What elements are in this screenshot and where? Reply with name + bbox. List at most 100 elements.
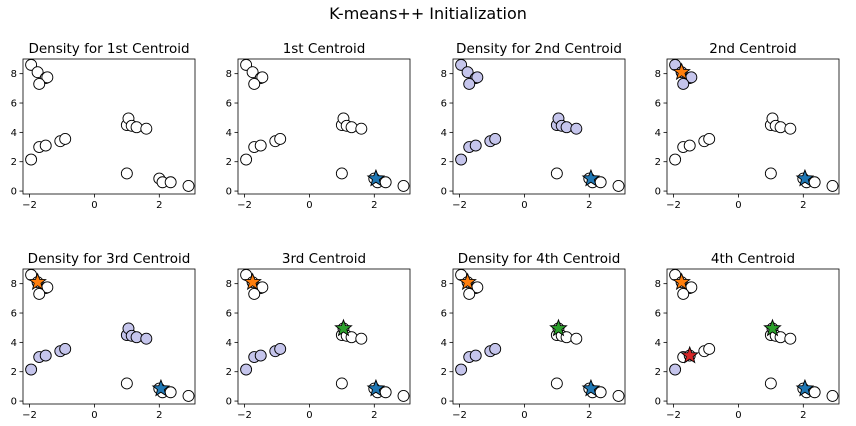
y-tick-label: 8 xyxy=(11,69,17,80)
data-point xyxy=(33,287,46,300)
data-point-highlighted xyxy=(455,363,468,376)
x-tick-label: 0 xyxy=(735,200,741,211)
subplot-6: 3rd Centroid −2 0 2 0 2 4 6 8 xyxy=(226,251,411,421)
y-tick-label: 4 xyxy=(655,338,661,349)
y-tick-label: 8 xyxy=(441,69,447,80)
data-point xyxy=(703,133,716,145)
subplot-title: Density for 2nd Centroid xyxy=(456,41,622,57)
data-point xyxy=(808,176,821,189)
y-tick-label: 6 xyxy=(226,99,232,110)
centroid-star-2 xyxy=(458,272,477,291)
data-point xyxy=(182,389,195,402)
data-point xyxy=(164,176,177,189)
axes-frame xyxy=(666,58,840,195)
y-tick-label: 8 xyxy=(226,279,232,290)
y-tick-label: 2 xyxy=(441,367,447,378)
x-tick-label: 2 xyxy=(800,410,806,421)
y-tick-label: 8 xyxy=(226,69,232,80)
data-point xyxy=(808,386,821,399)
y-tick-label: 2 xyxy=(226,367,232,378)
data-point-highlighted xyxy=(461,66,474,79)
centroid-star-3 xyxy=(549,318,568,337)
centroid-star-2 xyxy=(243,272,262,291)
data-point xyxy=(397,179,410,192)
y-tick-label: 4 xyxy=(441,338,447,349)
data-point xyxy=(826,179,839,192)
data-point xyxy=(248,77,261,90)
subplot-2: 1st Centroid −2 0 2 0 2 4 6 8 xyxy=(226,41,411,211)
data-point xyxy=(182,179,195,192)
figure-title: K-means++ Initialization xyxy=(329,4,527,23)
y-tick-label: 4 xyxy=(226,338,232,349)
data-point-highlighted xyxy=(489,133,502,145)
x-tick-label: 0 xyxy=(306,200,312,211)
data-point xyxy=(669,153,682,166)
data-point-highlighted xyxy=(455,153,468,166)
centroid-star-1 xyxy=(581,168,601,187)
data-point xyxy=(784,332,797,345)
data-point xyxy=(594,386,607,399)
y-tick-label: 8 xyxy=(11,279,17,290)
data-point xyxy=(463,287,476,300)
x-tick-label: −2 xyxy=(452,200,467,211)
subplot-5: Density for 3rd Centroid −2 0 2 0 2 4 6 8 xyxy=(11,251,196,421)
centroid-star-1 xyxy=(366,378,386,397)
y-tick-label: 2 xyxy=(441,157,447,168)
data-point-highlighted xyxy=(39,349,52,362)
subplot-title: Density for 4th Centroid xyxy=(458,251,621,267)
data-point xyxy=(774,121,787,134)
data-point xyxy=(335,167,348,180)
data-point xyxy=(256,71,269,84)
data-point xyxy=(826,389,839,402)
x-tick-label: −2 xyxy=(22,200,37,211)
y-tick-label: 0 xyxy=(226,397,232,408)
data-point xyxy=(784,122,797,135)
data-point-highlighted xyxy=(677,77,690,90)
centroid-star-3 xyxy=(334,318,353,337)
centroid-star-1 xyxy=(581,378,601,397)
subplot-3: Density for 2nd Centroid −2 0 2 0 2 4 6 8 xyxy=(441,41,626,211)
subplot-1: Density for 1st Centroid −2 0 2 0 2 4 6 8 xyxy=(11,41,196,211)
data-point-highlighted xyxy=(560,121,573,134)
y-tick-label: 2 xyxy=(226,157,232,168)
x-tick-label: 2 xyxy=(800,200,806,211)
y-tick-label: 6 xyxy=(655,99,661,110)
axes-frame xyxy=(452,268,626,405)
x-tick-label: 2 xyxy=(156,410,162,421)
x-tick-label: 0 xyxy=(521,200,527,211)
data-point xyxy=(39,139,52,152)
data-point xyxy=(140,122,153,135)
subplot-4: 2nd Centroid −2 0 2 0 2 4 6 8 xyxy=(655,41,840,211)
data-point xyxy=(550,167,563,180)
x-tick-label: −2 xyxy=(666,410,681,421)
x-tick-label: 2 xyxy=(586,410,592,421)
data-point xyxy=(612,389,625,402)
y-tick-label: 0 xyxy=(226,187,232,198)
centroid-star-1 xyxy=(795,168,815,187)
data-point-highlighted xyxy=(463,77,476,90)
y-tick-label: 0 xyxy=(441,187,447,198)
centroid-star-4 xyxy=(680,345,700,364)
axes-frame xyxy=(666,268,840,405)
data-point xyxy=(130,121,143,134)
subplot-title: Density for 1st Centroid xyxy=(28,41,189,57)
y-tick-label: 4 xyxy=(655,128,661,139)
data-point xyxy=(120,167,133,180)
subplot-title: 3rd Centroid xyxy=(282,251,366,267)
y-tick-label: 0 xyxy=(655,397,661,408)
x-tick-label: 0 xyxy=(91,200,97,211)
data-point-highlighted xyxy=(274,343,287,355)
centroid-star-1 xyxy=(795,378,815,397)
y-tick-label: 2 xyxy=(11,367,17,378)
data-point-highlighted xyxy=(469,349,482,362)
y-tick-label: 2 xyxy=(655,367,661,378)
data-point xyxy=(246,66,259,79)
data-point-highlighted xyxy=(25,363,38,376)
data-point xyxy=(703,343,716,355)
data-point xyxy=(240,153,253,166)
subplot-title: 4th Centroid xyxy=(711,251,795,267)
data-point xyxy=(355,122,368,135)
data-point-highlighted xyxy=(240,363,253,376)
data-point xyxy=(612,179,625,192)
